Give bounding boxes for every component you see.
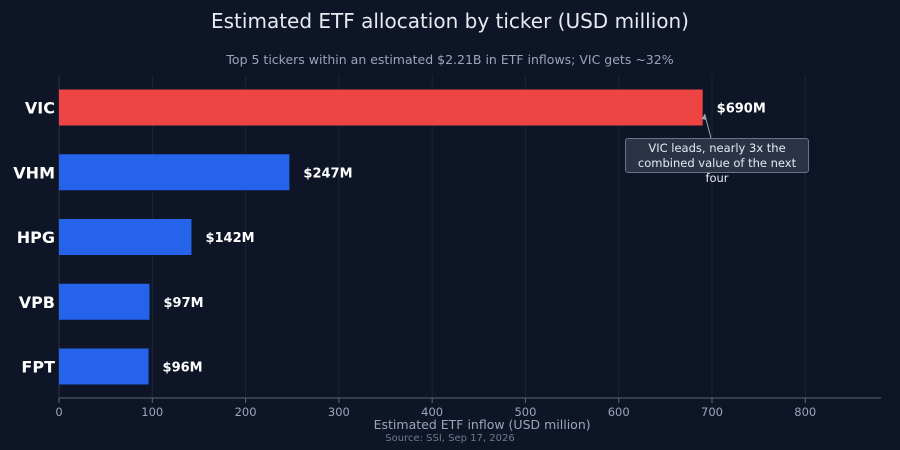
annotation-arrowhead xyxy=(701,114,707,120)
x-tick-label: 400 xyxy=(421,405,443,419)
annotation-line-2: combined value of the next four xyxy=(637,156,797,185)
value-label: $142M xyxy=(205,231,254,246)
x-tick-label: 500 xyxy=(514,405,536,419)
annotation-line-1: VIC leads, nearly 3x the xyxy=(648,141,786,155)
bar-hpg xyxy=(59,219,192,255)
x-tick-label: 300 xyxy=(328,405,350,419)
x-axis-label: Estimated ETF inflow (USD million) xyxy=(374,417,591,432)
value-label: $247M xyxy=(303,166,352,181)
chart-source: Source: SSI, Sep 17, 2026 xyxy=(385,433,515,444)
category-label: VHM xyxy=(13,163,55,182)
x-tick-label: 200 xyxy=(235,405,257,419)
value-label: $96M xyxy=(163,361,203,376)
category-label: HPG xyxy=(17,228,55,247)
vic-annotation: VIC leads, nearly 3x the combined value … xyxy=(625,138,809,185)
x-tick-label: 600 xyxy=(608,405,630,419)
x-tick-label: 0 xyxy=(55,405,62,419)
category-label: FPT xyxy=(21,358,55,377)
x-tick-label: 800 xyxy=(794,405,816,419)
bar-vic xyxy=(59,89,703,126)
bar-vhm xyxy=(59,154,290,191)
value-label: $97M xyxy=(163,296,203,311)
category-label: VPB xyxy=(19,293,55,312)
bar-vpb xyxy=(59,283,150,320)
x-tick-label: 100 xyxy=(141,405,163,419)
x-tick-label: 700 xyxy=(701,405,723,419)
value-label: $690M xyxy=(717,102,766,117)
category-label: VIC xyxy=(25,99,55,118)
chart-subtitle: Top 5 tickers within an estimated $2.21B… xyxy=(226,52,674,67)
bar-fpt xyxy=(59,348,149,385)
chart-title: Estimated ETF allocation by ticker (USD … xyxy=(211,9,689,33)
